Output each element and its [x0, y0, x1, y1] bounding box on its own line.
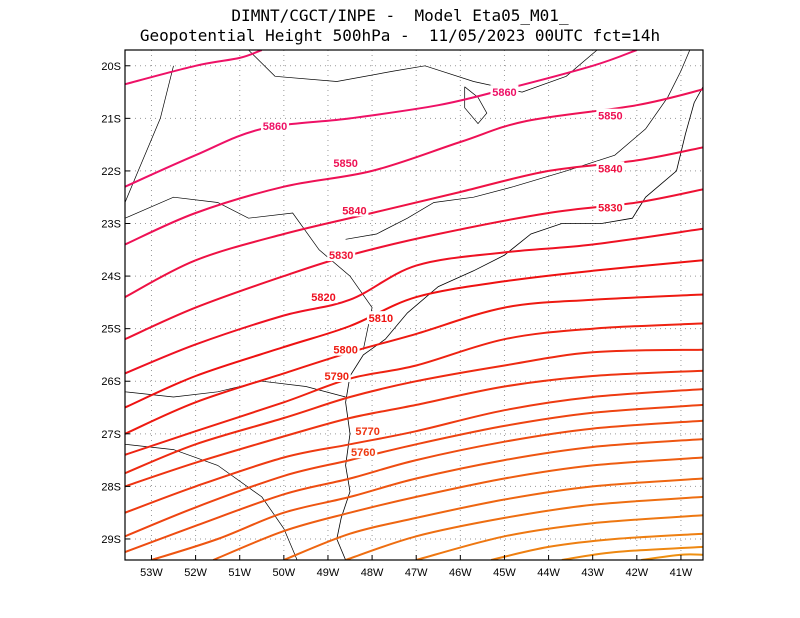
- reservoir-outline: [464, 86, 488, 125]
- geography-layer: [125, 50, 703, 560]
- state-border: [345, 186, 514, 240]
- contour-5850: [125, 88, 703, 246]
- contour-label-bg: [596, 200, 625, 214]
- lon-tick-label: 52W: [184, 567, 207, 579]
- contour-5810: [125, 259, 703, 409]
- state-border: [248, 50, 598, 93]
- lat-tick-label: 20S: [101, 61, 121, 73]
- lon-tick-label: 42W: [626, 567, 649, 579]
- contour-label-bg: [490, 85, 519, 99]
- lat-tick-label: 29S: [101, 534, 121, 546]
- contour-layer: [125, 50, 703, 560]
- contour-label: 5830: [598, 203, 622, 215]
- contour-label: 5800: [333, 345, 357, 357]
- contour-5700: [345, 495, 703, 560]
- plot-frame: [124, 49, 704, 561]
- contour-label: 5760: [351, 447, 375, 459]
- contour-label: 5810: [369, 313, 393, 325]
- lon-tick-label: 46W: [449, 567, 472, 579]
- contour-5780: [125, 348, 703, 475]
- contour-5730: [151, 438, 703, 560]
- contour-5670: [561, 545, 703, 560]
- contour-label-bg: [353, 424, 382, 438]
- lat-tick-label: 25S: [101, 324, 121, 336]
- state-border: [125, 65, 174, 203]
- lat-tick-label: 28S: [101, 481, 121, 493]
- lat-tick-label: 23S: [101, 219, 121, 231]
- contour-5860: [125, 50, 638, 188]
- contour-label-bg: [261, 119, 290, 133]
- contour-label-bg: [309, 290, 338, 304]
- lon-tick-label: 41W: [670, 567, 693, 579]
- lon-tick-label: 50W: [273, 567, 296, 579]
- lon-tick-label: 47W: [405, 567, 428, 579]
- axis-ticks: 53W 52W 51W 50W 49W 48W 47W 46W 45W 44W 43W 42W 41W 2…: [101, 61, 692, 579]
- contour-label: 5850: [333, 158, 357, 170]
- contour-label: 5850: [598, 111, 622, 123]
- contour-label-bg: [331, 342, 360, 356]
- lat-tick-label: 22S: [101, 166, 121, 178]
- contour-5860: [125, 50, 263, 86]
- contour-label: 5860: [263, 121, 287, 133]
- contour-5690: [415, 514, 703, 560]
- contour-5680: [490, 532, 703, 560]
- lon-tick-label: 44W: [537, 567, 560, 579]
- contour-label: 5830: [329, 250, 353, 262]
- lon-tick-label: 45W: [493, 567, 516, 579]
- contour-label-bg: [349, 445, 378, 459]
- lon-tick-label: 53W: [140, 567, 163, 579]
- lat-tick-label: 26S: [101, 376, 121, 388]
- contour-5770: [125, 369, 703, 488]
- state-border: [513, 50, 691, 188]
- contour-label: 5860: [492, 87, 516, 99]
- title-line-1: DIMNT/CGCT/INPE - Model Eta05_M01_: [231, 6, 569, 25]
- contour-label: 5770: [355, 426, 379, 438]
- contour-label-bg: [596, 108, 625, 122]
- coastline: [336, 86, 703, 560]
- contour-5720: [212, 456, 703, 560]
- contour-label-bg: [331, 156, 360, 170]
- lat-tick-label: 21S: [101, 113, 121, 125]
- contour-label: 5840: [342, 205, 366, 217]
- lon-tick-label: 43W: [581, 567, 604, 579]
- contour-5750: [125, 403, 703, 538]
- contour-5800: [125, 293, 703, 435]
- contour-label-bg: [327, 248, 356, 262]
- contour-5740: [125, 419, 703, 554]
- state-border: [125, 196, 373, 350]
- lat-tick-label: 27S: [101, 429, 121, 441]
- contour-label-bg: [366, 311, 395, 325]
- lon-tick-label: 49W: [317, 567, 340, 579]
- contour-label-bg: [322, 368, 351, 382]
- contour-label-bg: [340, 203, 369, 217]
- lon-tick-label: 48W: [361, 567, 384, 579]
- lon-tick-label: 51W: [228, 567, 251, 579]
- contour-5820: [125, 227, 703, 375]
- contour-5710: [283, 477, 703, 560]
- contour-label: 5790: [325, 371, 349, 383]
- contour-5760: [125, 388, 703, 514]
- contour-label: 5840: [598, 163, 622, 175]
- contour-5790: [125, 322, 703, 456]
- contour-5660: [641, 553, 703, 560]
- title-line-2: Geopotential Height 500hPa - 11/05/2023 …: [139, 26, 661, 45]
- contour-label-bg: [596, 161, 625, 175]
- lat-tick-label: 24S: [101, 271, 121, 283]
- contour-labels: 5860 5860 5850 5850 5840 5840 5830 5830 5820 5810…: [261, 85, 625, 459]
- contour-label: 5820: [311, 292, 335, 304]
- state-border: [125, 443, 298, 560]
